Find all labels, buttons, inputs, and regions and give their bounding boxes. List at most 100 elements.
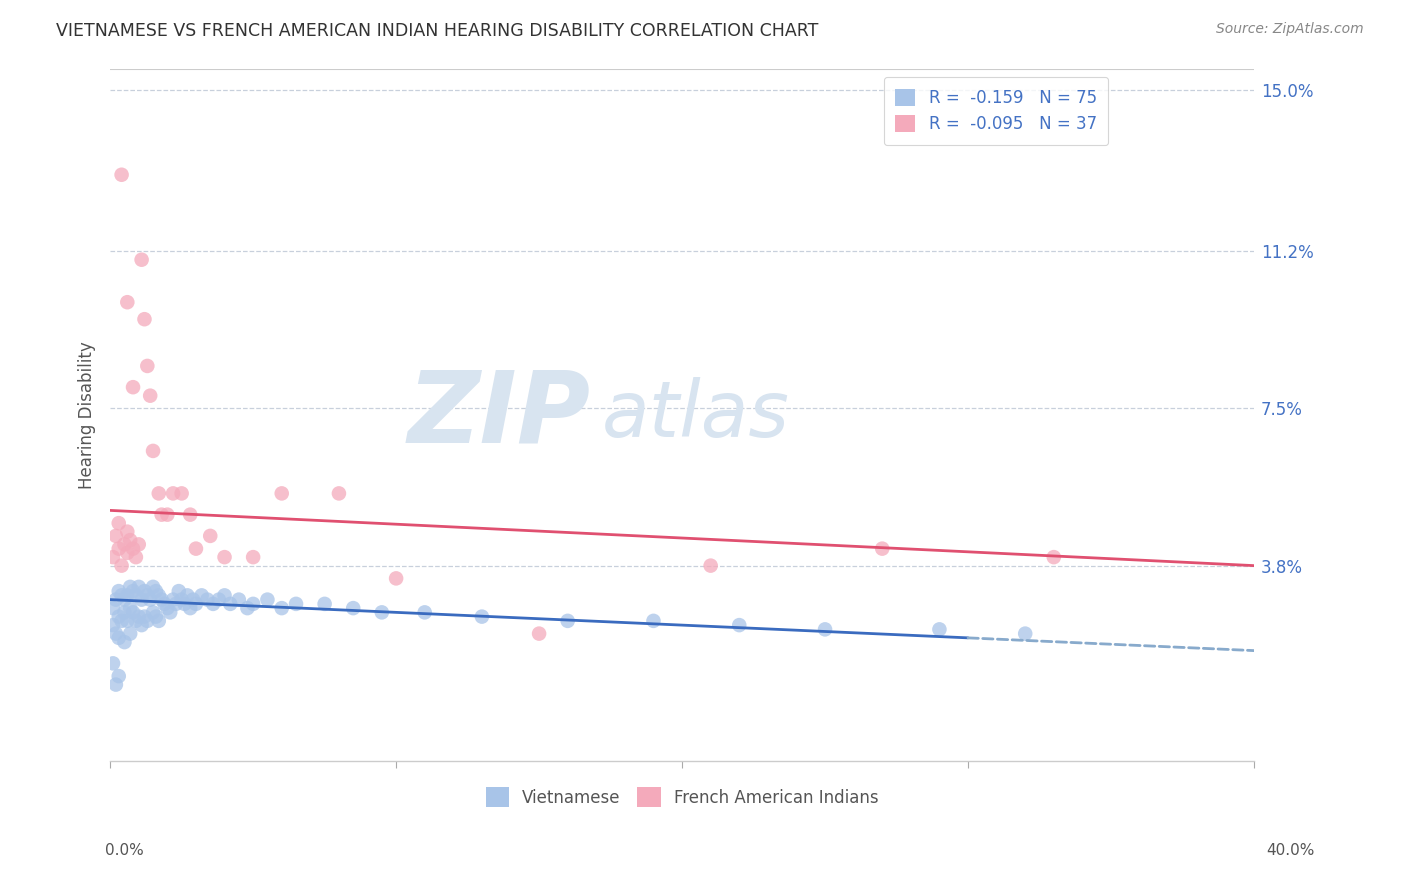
Point [145,609,167,624]
Text: 40.0%: 40.0% [1267,843,1315,858]
Point [148,614,170,628]
Point [148,588,170,602]
Point [184,597,207,611]
Point [110,168,132,182]
Point [170,592,193,607]
Point [134,584,156,599]
Point [128,609,150,624]
Point [117,588,139,602]
Point [385,571,408,585]
Point [557,614,579,628]
Point [134,609,156,624]
Point [120,626,142,640]
Point [179,508,201,522]
Point [122,606,145,620]
Point [125,588,148,602]
Point [134,312,156,326]
Point [162,592,184,607]
Point [114,537,136,551]
Point [117,524,139,539]
Y-axis label: Hearing Disability: Hearing Disability [79,341,96,489]
Point [1043,550,1066,565]
Point [107,631,129,645]
Point [104,626,127,640]
Point [413,606,436,620]
Point [342,601,364,615]
Point [167,584,190,599]
Point [928,623,950,637]
Point [145,584,167,599]
Point [170,486,193,500]
Point [200,529,222,543]
Point [101,601,124,615]
Point [814,623,837,637]
Text: ZIP: ZIP [408,367,591,463]
Point [107,584,129,599]
Point [176,588,198,602]
Point [314,597,336,611]
Point [101,550,124,565]
Text: atlas: atlas [602,376,790,453]
Point [104,592,127,607]
Point [527,626,550,640]
Point [270,601,292,615]
Point [270,486,292,500]
Point [870,541,893,556]
Point [150,508,173,522]
Point [114,606,136,620]
Point [173,597,195,611]
Point [728,618,751,632]
Point [219,597,242,611]
Point [110,588,132,602]
Point [643,614,665,628]
Point [156,508,179,522]
Point [285,597,308,611]
Point [122,541,145,556]
Text: Source: ZipAtlas.com: Source: ZipAtlas.com [1216,22,1364,37]
Legend: Vietnamese, French American Indians: Vietnamese, French American Indians [477,779,887,815]
Point [120,580,142,594]
Point [101,657,124,671]
Point [136,614,159,628]
Point [125,614,148,628]
Point [190,588,212,602]
Point [131,592,153,607]
Point [142,444,165,458]
Point [128,580,150,594]
Point [131,252,153,267]
Point [139,389,162,403]
Point [107,669,129,683]
Text: 0.0%: 0.0% [105,843,145,858]
Point [122,584,145,599]
Point [104,677,127,691]
Point [122,380,145,394]
Point [107,541,129,556]
Point [162,486,184,500]
Point [142,606,165,620]
Point [142,580,165,594]
Point [114,635,136,649]
Point [101,618,124,632]
Point [214,550,236,565]
Point [136,359,159,373]
Point [159,606,181,620]
Point [214,588,236,602]
Point [117,614,139,628]
Point [181,592,204,607]
Text: VIETNAMESE VS FRENCH AMERICAN INDIAN HEARING DISABILITY CORRELATION CHART: VIETNAMESE VS FRENCH AMERICAN INDIAN HEA… [56,22,818,40]
Point [120,601,142,615]
Point [1014,626,1036,640]
Point [120,533,142,548]
Point [107,609,129,624]
Point [699,558,721,573]
Point [371,606,394,620]
Point [153,597,176,611]
Point [125,550,148,565]
Point [471,609,494,624]
Point [236,601,259,615]
Point [150,592,173,607]
Point [139,592,162,607]
Point [117,546,139,560]
Point [117,295,139,310]
Point [184,541,207,556]
